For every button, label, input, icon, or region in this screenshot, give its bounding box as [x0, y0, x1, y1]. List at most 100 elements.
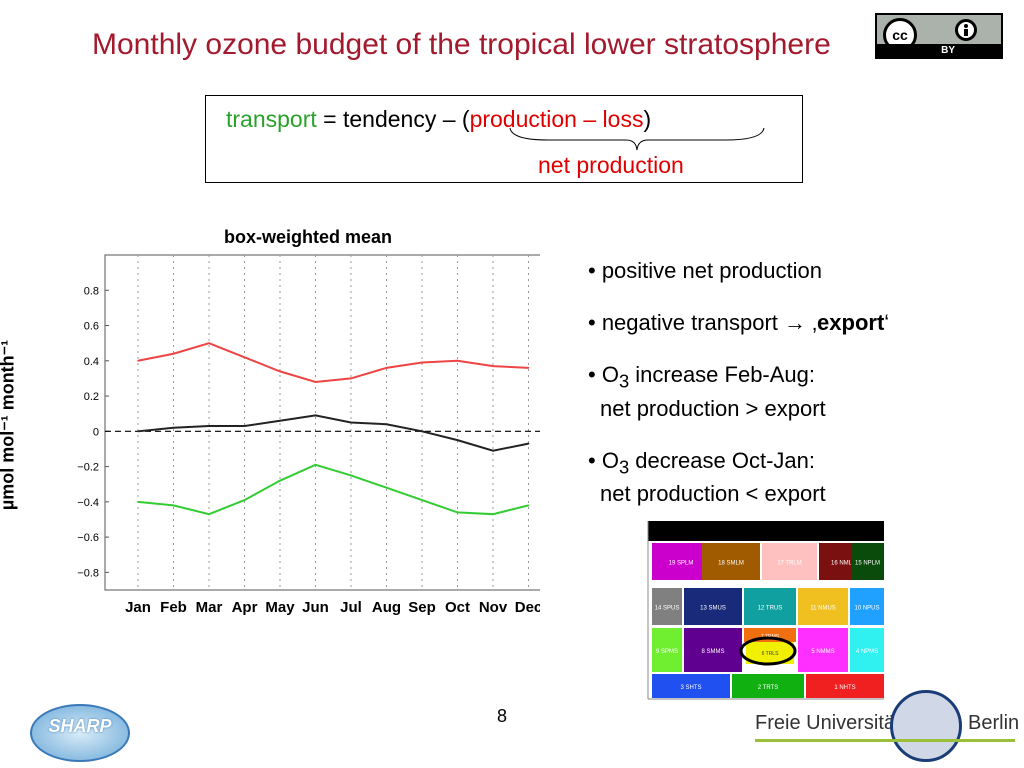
map-box-label: 19 SPLM — [669, 561, 694, 567]
y-tick-label: 0.8 — [84, 285, 99, 297]
bullet-4-post: decrease Oct-Jan: — [629, 448, 816, 473]
map-top-band — [648, 521, 884, 541]
map-box — [850, 628, 884, 672]
x-tick-label: Jun — [302, 599, 329, 615]
map-box-label: 4 NPMS — [856, 649, 878, 655]
bullet-1-text: • positive net production — [588, 258, 822, 283]
y-tick-label: 0 — [93, 426, 99, 438]
map-box-label: 3 SHTS — [680, 685, 701, 691]
y-tick-label: 0.2 — [84, 391, 99, 403]
map-box — [732, 674, 804, 698]
bullet-positive-net-production: • positive net production — [588, 258, 822, 284]
equation-box: transport = tendency – (production – los… — [205, 95, 803, 183]
map-box — [652, 674, 730, 698]
bullet-2-bold: export — [817, 310, 885, 335]
map-box-label: 6 TRLS — [762, 651, 780, 657]
series-2-point — [385, 423, 388, 426]
series-3-point — [243, 499, 246, 501]
highlight-ellipse — [739, 636, 797, 666]
series-3-point — [421, 499, 423, 501]
x-tick-label: May — [265, 599, 295, 615]
y-axis-label-text: µmol mol⁻¹ month⁻¹ — [0, 339, 18, 511]
series-2-point — [208, 425, 210, 427]
x-tick-label: Aug — [372, 599, 401, 615]
license-band — [877, 44, 1001, 57]
y-tick-label: −0.2 — [77, 462, 99, 474]
slide-title: Monthly ozone budget of the tropical low… — [92, 28, 831, 61]
map-box-label: 10 NPUS — [854, 606, 879, 612]
series-3-point — [314, 464, 317, 466]
map-box — [798, 588, 848, 625]
series-1-point — [492, 365, 494, 367]
bullet-3-post: increase Feb-Aug: — [629, 362, 816, 387]
map-box — [806, 674, 884, 698]
x-tick-label: Nov — [479, 599, 508, 615]
cc-by-license-badge: cc BY — [875, 13, 1003, 59]
x-tick-label: Mar — [196, 599, 223, 615]
eq-production-loss: production – loss — [469, 106, 644, 132]
page-number: 8 — [497, 706, 508, 726]
bullet-o3-increase-line2: net production > export — [600, 396, 826, 421]
series-3-point — [350, 474, 352, 477]
bullet-2-after: ‘ — [884, 310, 890, 335]
university-name: Freie Universität — [755, 712, 901, 734]
y-tick-label: 0.6 — [84, 321, 99, 333]
map-box-label: 11 NMUS — [810, 606, 836, 612]
series-2-point — [421, 430, 423, 433]
map-box — [702, 543, 760, 580]
bullet-4-pre: • O — [588, 448, 619, 473]
map-box — [684, 588, 742, 625]
university-underline — [755, 739, 1015, 742]
bullet-o3-decrease-line2: net production < export — [600, 481, 826, 506]
series-1-point — [421, 361, 423, 364]
map-box-label: 12 TRUS — [758, 606, 783, 612]
series-1-point — [385, 367, 388, 369]
map-box-label: 2 TRTS — [758, 685, 778, 691]
series-line-2 — [137, 414, 529, 452]
series-line-1 — [137, 342, 529, 383]
bullet-negative-transport: • negative transport → ‚export‘ — [588, 310, 889, 336]
series-3-point — [172, 504, 175, 507]
y-tick-label: −0.4 — [77, 497, 99, 509]
series-3-point — [208, 513, 210, 515]
x-tick-label: Jul — [340, 599, 362, 615]
series-2-point — [279, 419, 281, 422]
series-1-point — [243, 356, 246, 359]
map-box-label: 17 TRLM — [777, 561, 802, 567]
series-1-point — [279, 370, 281, 373]
ozone-budget-chart: Jan Feb Mar Apr May Jun Jul Aug Sep Oct Nov Dec −0.8… — [77, 254, 540, 615]
sharp-logo: SHARP — [30, 704, 130, 762]
series-2-point — [350, 421, 352, 424]
series-1-point — [456, 359, 459, 362]
map-box-label: 18 SMLM — [718, 561, 744, 567]
eq-transport: transport — [226, 106, 317, 132]
underbrace-icon — [509, 127, 765, 151]
series-2-point — [527, 442, 530, 445]
series-2-point — [243, 425, 246, 427]
map-box-label: 1 NHTS — [834, 685, 855, 691]
x-tick-label: Dec — [515, 599, 540, 615]
map-box — [652, 628, 682, 672]
series-line-3 — [137, 463, 529, 516]
series-1-point — [314, 381, 317, 383]
city-name: Berlin — [968, 712, 1020, 734]
map-box — [746, 642, 794, 664]
attribution-person-icon — [955, 19, 977, 41]
eq-close: ) — [643, 106, 652, 132]
bullet-2-text: • negative transport → ‚ — [588, 310, 818, 335]
sharp-logo-text: SHARP — [48, 716, 112, 736]
bullet-3-sub: 3 — [618, 370, 630, 392]
series-1-point — [137, 359, 139, 362]
bullet-4-sub: 3 — [618, 456, 630, 478]
map-box-label: 13 SMUS — [700, 606, 726, 612]
eq-middle: = tendency – ( — [316, 106, 470, 132]
series-1-point — [350, 377, 352, 380]
x-tick-label: Apr — [232, 599, 258, 615]
x-tick-label: Jan — [125, 599, 151, 615]
y-tick-label: −0.8 — [77, 567, 99, 579]
bullet-o3-decrease: • O3 decrease Oct-Jan: — [588, 448, 815, 478]
bullet-o3-increase: • O3 increase Feb-Aug: — [588, 362, 815, 392]
university-seal-logo — [890, 690, 962, 762]
series-2-point — [172, 426, 175, 429]
map-box-label: 8 SMMS — [701, 649, 724, 655]
